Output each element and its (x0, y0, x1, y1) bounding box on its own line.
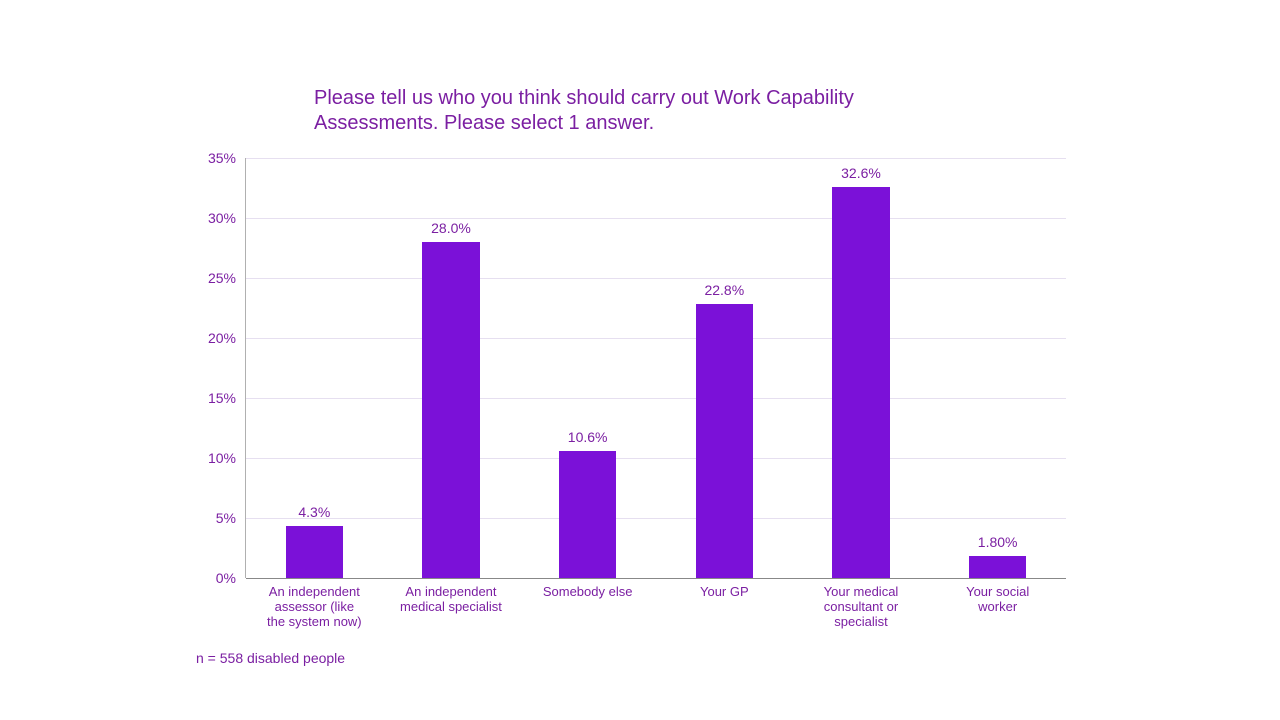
x-tick-label-line: Your social (895, 584, 1100, 599)
y-tick-label: 20% (208, 330, 236, 346)
y-tick-label: 10% (208, 450, 236, 466)
chart-caption: n = 558 disabled people (196, 650, 345, 666)
bar: 10.6% (559, 451, 616, 578)
data-label: 32.6% (841, 165, 881, 181)
bar-slot: 1.80%Your socialworker (929, 158, 1066, 578)
data-label: 28.0% (431, 220, 471, 236)
y-tick-label: 25% (208, 270, 236, 286)
x-tick-label-line: the system now) (212, 614, 417, 629)
bar-slot: 4.3%An independentassessor (likethe syst… (246, 158, 383, 578)
bar-slot: 22.8%Your GP (656, 158, 793, 578)
chart-title: Please tell us who you think should carr… (314, 86, 854, 136)
bar-slot: 32.6%Your medicalconsultant orspecialist (793, 158, 930, 578)
chart-title-line: Assessments. Please select 1 answer. (314, 111, 854, 136)
data-label: 10.6% (568, 429, 608, 445)
bar: 22.8% (696, 304, 753, 578)
y-tick-label: 35% (208, 150, 236, 166)
y-tick-label: 30% (208, 210, 236, 226)
bar: 32.6% (832, 187, 889, 578)
data-label: 22.8% (704, 282, 744, 298)
bar-slot: 10.6%Somebody else (519, 158, 656, 578)
bar: 4.3% (286, 526, 343, 578)
x-tick-label: Your socialworker (895, 584, 1100, 614)
bar: 1.80% (969, 556, 1026, 578)
gridline (246, 578, 1066, 579)
data-label: 1.80% (978, 534, 1018, 550)
plot-area: 0%5%10%15%20%25%30%35%4.3%An independent… (245, 158, 1066, 578)
bar-slot: 28.0%An independentmedical specialist (383, 158, 520, 578)
x-tick-label-line: specialist (758, 614, 963, 629)
y-tick-label: 5% (216, 510, 236, 526)
bar: 28.0% (422, 242, 479, 578)
x-tick-label-line: worker (895, 599, 1100, 614)
data-label: 4.3% (298, 504, 330, 520)
y-tick-label: 15% (208, 390, 236, 406)
chart-title-line: Please tell us who you think should carr… (314, 86, 854, 111)
x-tick-label-line: medical specialist (348, 599, 553, 614)
chart-container: Please tell us who you think should carr… (0, 0, 1280, 720)
